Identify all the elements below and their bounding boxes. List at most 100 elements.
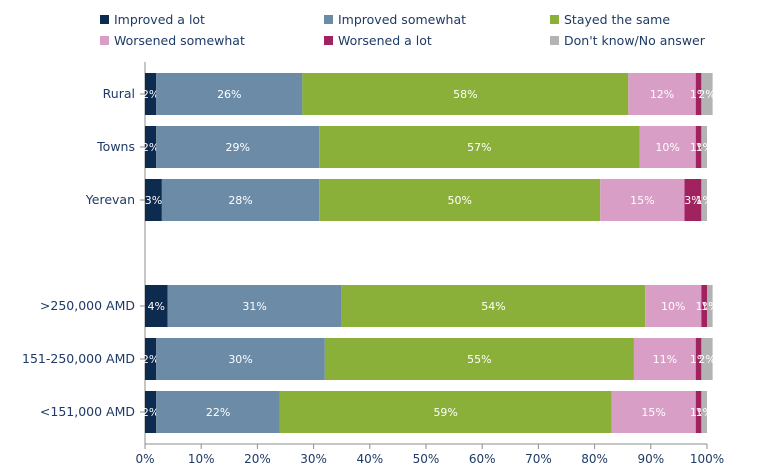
legend-item: Don't know/No answer <box>550 33 705 48</box>
data-label: 15% <box>630 194 654 207</box>
bar-segment <box>707 285 713 327</box>
bar-segment <box>167 285 342 327</box>
legend-label: Improved somewhat <box>338 12 467 27</box>
legend-item: Improved a lot <box>100 12 205 27</box>
bar-segment <box>628 73 696 115</box>
bar-segment <box>341 285 646 327</box>
bar-segment <box>695 391 702 433</box>
legend-item: Worsened somewhat <box>100 33 245 48</box>
x-tick-label: 50% <box>413 452 440 466</box>
data-label: 11% <box>653 353 677 366</box>
category-label: Rural <box>103 86 135 101</box>
legend-swatch <box>550 36 559 45</box>
data-label: 4% <box>148 300 165 313</box>
bar-segment <box>611 391 696 433</box>
bar-segment <box>600 179 685 221</box>
category-label: Towns <box>96 139 135 154</box>
bar-segment <box>639 126 696 168</box>
data-label: 1% <box>695 194 712 207</box>
bar-segment <box>633 338 696 380</box>
x-tick-label: 80% <box>581 452 608 466</box>
data-label: 2% <box>698 88 715 101</box>
bar-segment <box>156 73 303 115</box>
data-label: 10% <box>655 141 679 154</box>
legend-label: Don't know/No answer <box>564 33 705 48</box>
bar-segment <box>701 285 707 327</box>
bar-segment <box>695 338 702 380</box>
x-tick-label: 20% <box>244 452 271 466</box>
bar-segment <box>145 338 157 380</box>
bar-segment <box>695 126 702 168</box>
data-label: 2% <box>698 353 715 366</box>
legend-swatch <box>324 36 333 45</box>
bar-segment <box>145 391 157 433</box>
legend-item: Improved somewhat <box>324 12 466 27</box>
data-label: 57% <box>467 141 491 154</box>
bar-segment <box>701 73 713 115</box>
data-label: 22% <box>206 406 230 419</box>
data-label: 3% <box>684 194 701 207</box>
legend-label: Improved a lot <box>114 12 205 27</box>
x-tick-label: 10% <box>188 452 215 466</box>
legend-label: Worsened somewhat <box>114 33 245 48</box>
legend-swatch <box>324 15 333 24</box>
data-label: 3% <box>145 194 162 207</box>
data-label: 50% <box>447 194 471 207</box>
data-label: 2% <box>142 406 159 419</box>
data-label: 12% <box>650 88 674 101</box>
legend-swatch <box>100 36 109 45</box>
data-label: 2% <box>142 353 159 366</box>
x-tick-label: 100% <box>690 452 724 466</box>
category-label: <151,000 AMD <box>40 404 135 419</box>
data-label: 2% <box>142 141 159 154</box>
data-label: 54% <box>481 300 505 313</box>
bar-segment <box>645 285 702 327</box>
bar-segment <box>156 391 280 433</box>
legend-item: Worsened a lot <box>324 33 432 48</box>
x-tick-label: 0% <box>135 452 154 466</box>
bar-segment <box>156 338 325 380</box>
bar-segment <box>279 391 612 433</box>
bar-segment <box>145 179 162 221</box>
bar-segment <box>701 179 707 221</box>
data-label: 2% <box>142 88 159 101</box>
data-label: 59% <box>433 406 457 419</box>
bar-segment <box>701 126 707 168</box>
bar-segment <box>701 391 707 433</box>
legend-label: Worsened a lot <box>338 33 432 48</box>
legend-label: Stayed the same <box>564 12 671 27</box>
data-label: 29% <box>226 141 250 154</box>
data-label: 15% <box>641 406 665 419</box>
data-label: 26% <box>217 88 241 101</box>
x-tick-label: 40% <box>356 452 383 466</box>
x-tick-label: 30% <box>300 452 327 466</box>
data-label: 58% <box>453 88 477 101</box>
data-label: 1% <box>695 406 712 419</box>
bar-segment <box>324 338 634 380</box>
bar-segment <box>319 126 640 168</box>
x-tick-label: 70% <box>525 452 552 466</box>
data-label: 10% <box>661 300 685 313</box>
data-label: 28% <box>228 194 252 207</box>
data-label: 30% <box>228 353 252 366</box>
x-tick-label: 90% <box>637 452 664 466</box>
bar-segment <box>145 126 157 168</box>
bar-segment <box>684 179 702 221</box>
legend-swatch <box>550 15 559 24</box>
bar-segment <box>145 73 157 115</box>
bar-segment <box>695 73 702 115</box>
data-label: 1% <box>695 141 712 154</box>
bar-segment <box>319 179 601 221</box>
category-label: >250,000 AMD <box>40 298 135 313</box>
x-tick-label: 60% <box>469 452 496 466</box>
bar-segment <box>156 126 320 168</box>
legend-swatch <box>100 15 109 24</box>
category-label: 151-250,000 AMD <box>22 351 135 366</box>
data-label: 1% <box>701 300 718 313</box>
data-label: 31% <box>242 300 266 313</box>
bar-segment <box>701 338 713 380</box>
bar-segment <box>145 285 168 327</box>
data-label: 55% <box>467 353 491 366</box>
category-label: Yerevan <box>85 192 135 207</box>
